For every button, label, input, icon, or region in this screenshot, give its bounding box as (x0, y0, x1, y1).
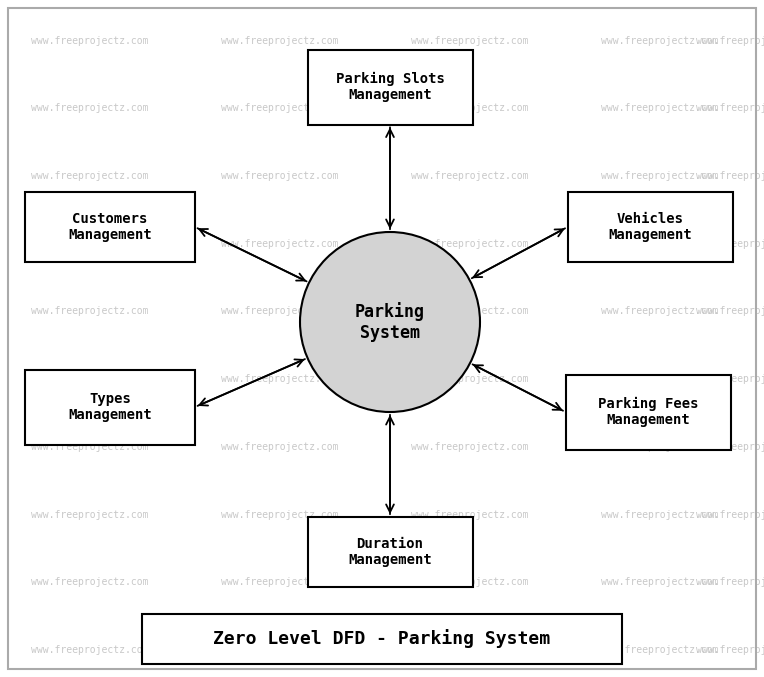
Text: www.freeprojectz.com: www.freeprojectz.com (696, 171, 764, 181)
Text: www.freeprojectz.com: www.freeprojectz.com (31, 645, 149, 655)
Text: www.freeprojectz.com: www.freeprojectz.com (222, 645, 338, 655)
Text: www.freeprojectz.com: www.freeprojectz.com (696, 36, 764, 45)
Text: www.freeprojectz.com: www.freeprojectz.com (696, 577, 764, 587)
Text: www.freeprojectz.com: www.freeprojectz.com (222, 510, 338, 519)
Bar (307, 517, 472, 587)
Text: www.freeprojectz.com: www.freeprojectz.com (31, 104, 149, 113)
Text: www.freeprojectz.com: www.freeprojectz.com (696, 307, 764, 316)
Text: Parking Fees
Management: Parking Fees Management (597, 397, 698, 427)
Text: www.freeprojectz.com: www.freeprojectz.com (696, 442, 764, 452)
Text: www.freeprojectz.com: www.freeprojectz.com (601, 510, 719, 519)
Text: www.freeprojectz.com: www.freeprojectz.com (222, 374, 338, 384)
Text: www.freeprojectz.com: www.freeprojectz.com (411, 307, 529, 316)
Text: www.freeprojectz.com: www.freeprojectz.com (411, 645, 529, 655)
Text: www.freeprojectz.com: www.freeprojectz.com (411, 510, 529, 519)
Text: www.freeprojectz.com: www.freeprojectz.com (222, 577, 338, 587)
Bar (142, 614, 622, 664)
Bar (565, 374, 730, 450)
Text: www.freeprojectz.com: www.freeprojectz.com (411, 577, 529, 587)
Text: www.freeprojectz.com: www.freeprojectz.com (601, 645, 719, 655)
Text: www.freeprojectz.com: www.freeprojectz.com (696, 510, 764, 519)
Text: Duration
Management: Duration Management (348, 537, 432, 567)
Text: www.freeprojectz.com: www.freeprojectz.com (222, 239, 338, 248)
Text: www.freeprojectz.com: www.freeprojectz.com (411, 104, 529, 113)
Text: Vehicles
Management: Vehicles Management (608, 212, 692, 242)
Text: www.freeprojectz.com: www.freeprojectz.com (31, 171, 149, 181)
Text: www.freeprojectz.com: www.freeprojectz.com (31, 374, 149, 384)
Text: www.freeprojectz.com: www.freeprojectz.com (222, 307, 338, 316)
Text: www.freeprojectz.com: www.freeprojectz.com (601, 171, 719, 181)
Text: www.freeprojectz.com: www.freeprojectz.com (411, 36, 529, 45)
Text: Types
Management: Types Management (68, 392, 152, 422)
Text: www.freeprojectz.com: www.freeprojectz.com (601, 239, 719, 248)
Text: www.freeprojectz.com: www.freeprojectz.com (696, 645, 764, 655)
Text: www.freeprojectz.com: www.freeprojectz.com (601, 36, 719, 45)
Bar (307, 49, 472, 125)
Text: Customers
Management: Customers Management (68, 212, 152, 242)
Bar (25, 370, 195, 445)
Text: www.freeprojectz.com: www.freeprojectz.com (411, 374, 529, 384)
Text: www.freeprojectz.com: www.freeprojectz.com (696, 104, 764, 113)
Text: www.freeprojectz.com: www.freeprojectz.com (31, 510, 149, 519)
Circle shape (300, 232, 480, 412)
Bar (568, 192, 733, 262)
Text: www.freeprojectz.com: www.freeprojectz.com (601, 104, 719, 113)
Text: www.freeprojectz.com: www.freeprojectz.com (696, 239, 764, 248)
Text: www.freeprojectz.com: www.freeprojectz.com (601, 577, 719, 587)
Text: www.freeprojectz.com: www.freeprojectz.com (31, 307, 149, 316)
Text: www.freeprojectz.com: www.freeprojectz.com (222, 171, 338, 181)
Text: www.freeprojectz.com: www.freeprojectz.com (411, 171, 529, 181)
Text: Parking
System: Parking System (355, 302, 425, 342)
Text: www.freeprojectz.com: www.freeprojectz.com (222, 442, 338, 452)
Bar (25, 192, 195, 262)
Text: www.freeprojectz.com: www.freeprojectz.com (31, 577, 149, 587)
Text: www.freeprojectz.com: www.freeprojectz.com (222, 104, 338, 113)
Text: www.freeprojectz.com: www.freeprojectz.com (31, 442, 149, 452)
Text: www.freeprojectz.com: www.freeprojectz.com (601, 442, 719, 452)
Text: www.freeprojectz.com: www.freeprojectz.com (601, 307, 719, 316)
Text: www.freeprojectz.com: www.freeprojectz.com (222, 36, 338, 45)
Text: Parking Slots
Management: Parking Slots Management (335, 72, 445, 102)
Text: www.freeprojectz.com: www.freeprojectz.com (601, 374, 719, 384)
Text: Zero Level DFD - Parking System: Zero Level DFD - Parking System (213, 630, 551, 649)
Text: www.freeprojectz.com: www.freeprojectz.com (411, 239, 529, 248)
Text: www.freeprojectz.com: www.freeprojectz.com (31, 36, 149, 45)
Text: www.freeprojectz.com: www.freeprojectz.com (696, 374, 764, 384)
Text: www.freeprojectz.com: www.freeprojectz.com (31, 239, 149, 248)
Text: www.freeprojectz.com: www.freeprojectz.com (411, 442, 529, 452)
